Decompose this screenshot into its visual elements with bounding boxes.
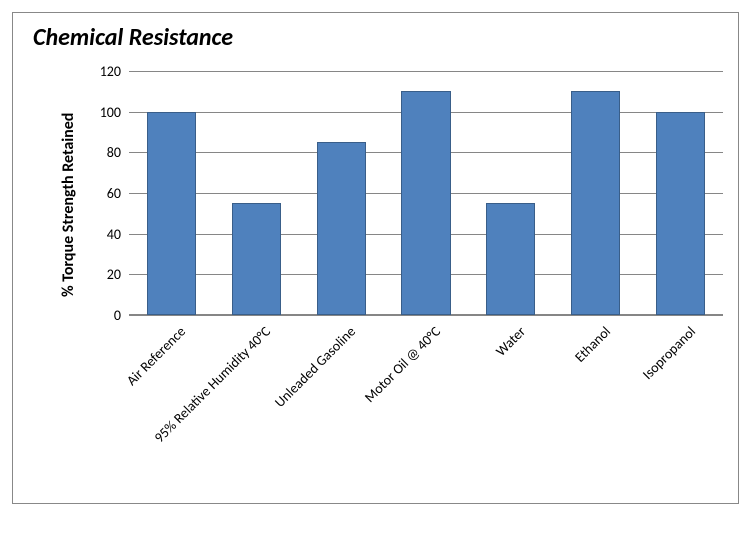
bar xyxy=(571,91,620,315)
y-tick-label: 60 xyxy=(91,185,121,202)
y-tick-label: 120 xyxy=(91,63,121,80)
bar xyxy=(401,91,450,315)
y-tick-label: 100 xyxy=(91,104,121,121)
y-tick-label: 20 xyxy=(91,266,121,283)
y-tick-label: 0 xyxy=(91,307,121,324)
bar xyxy=(317,142,366,315)
chart-frame: Chemical Resistance % Torque Strength Re… xyxy=(12,12,739,504)
y-axis-title: % Torque Strength Retained xyxy=(59,113,78,297)
bar xyxy=(147,112,196,315)
bar xyxy=(656,112,705,315)
y-tick-label: 80 xyxy=(91,144,121,161)
bar xyxy=(486,203,535,315)
y-tick-label: 40 xyxy=(91,226,121,243)
gridline xyxy=(129,71,723,72)
plot-area: 020406080100120Air Reference95% Relative… xyxy=(129,71,723,315)
chart-title: Chemical Resistance xyxy=(33,23,233,52)
bar xyxy=(232,203,281,315)
gridline xyxy=(129,315,723,316)
